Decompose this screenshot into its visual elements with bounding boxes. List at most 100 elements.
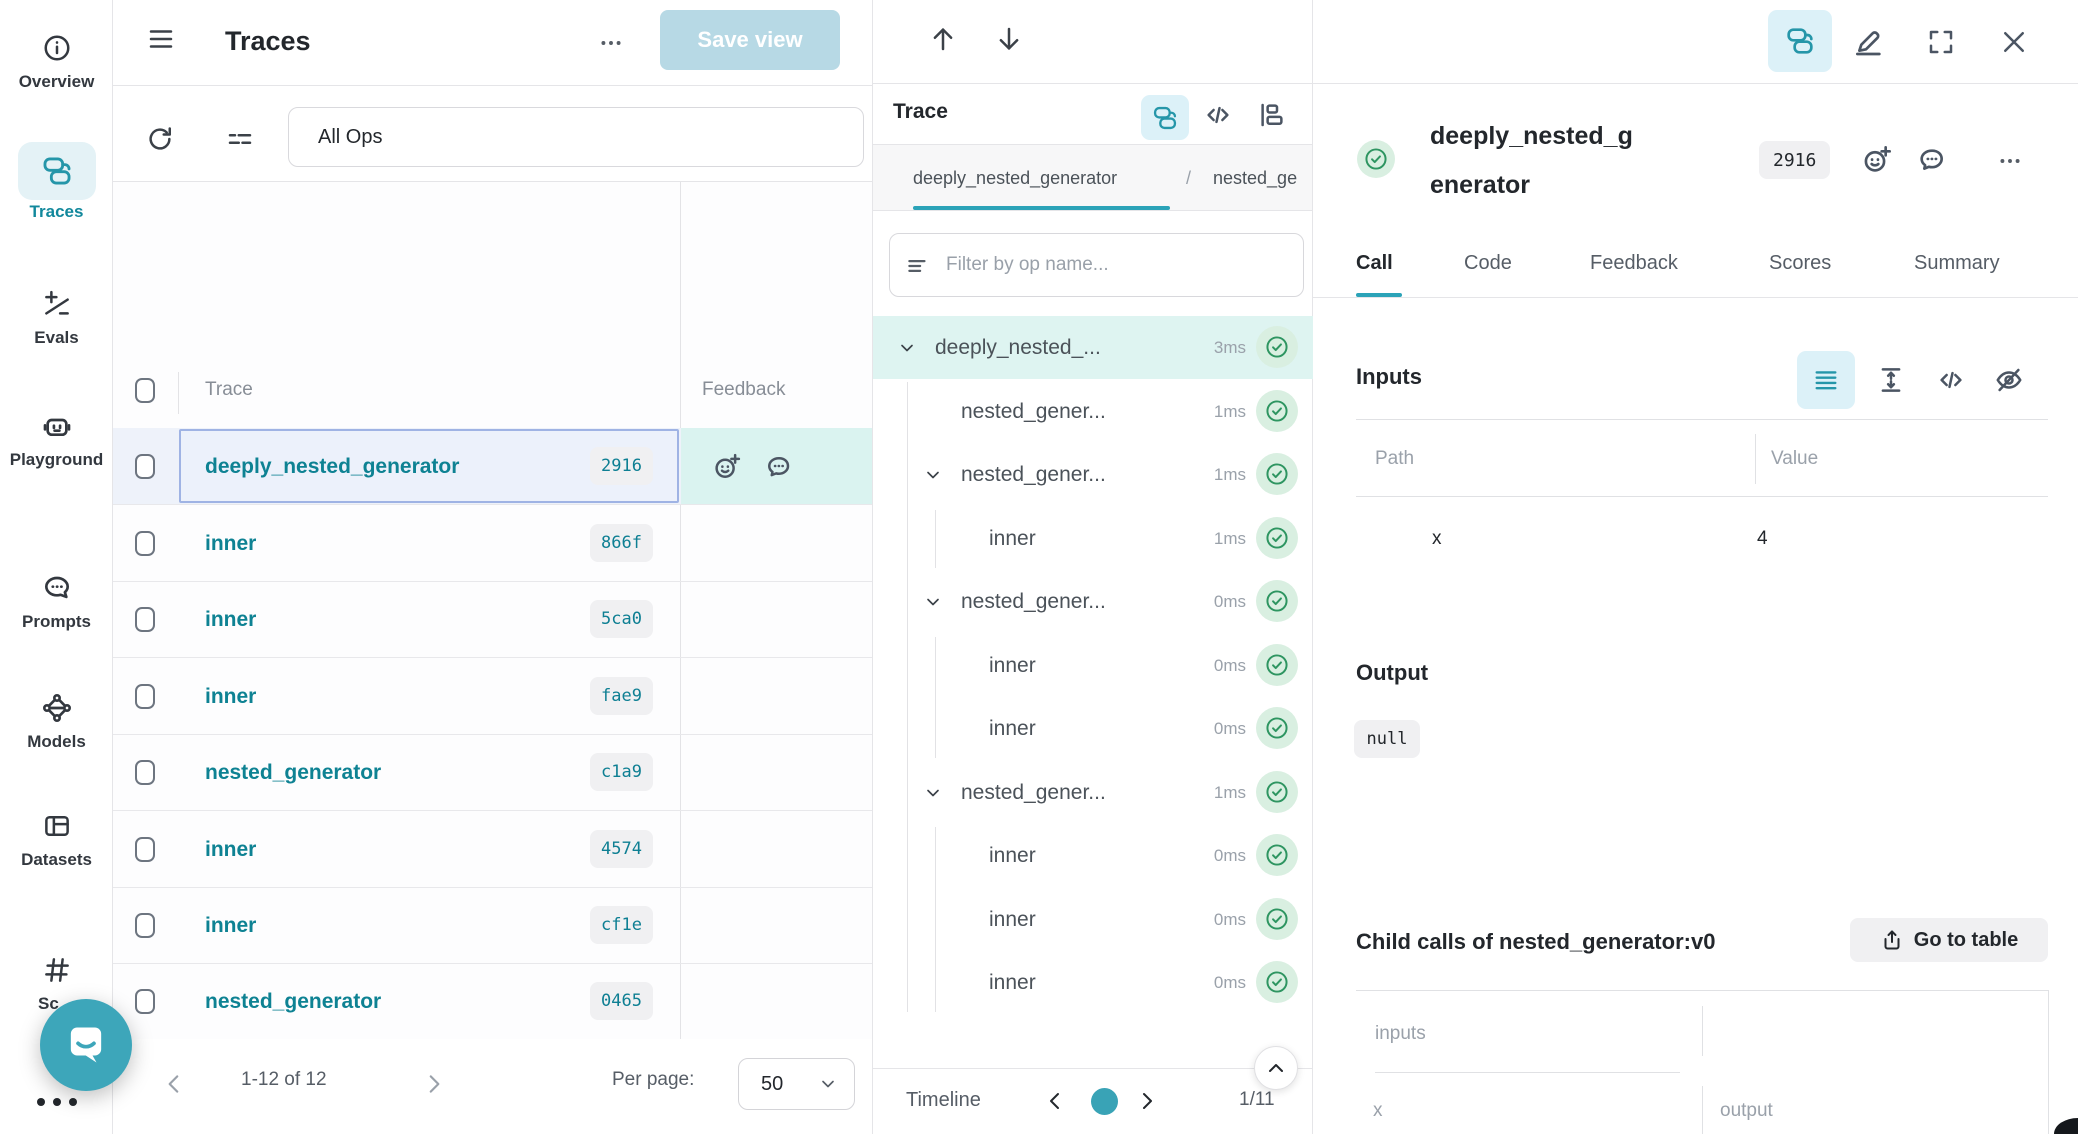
chat-widget-button[interactable] [40,999,132,1091]
table-row[interactable]: inner fae9 [113,658,872,735]
trace-link[interactable]: deeply_nested_generator [205,455,460,478]
tab-call[interactable]: Call [1356,252,1393,274]
tree-row[interactable]: inner 1ms [873,507,1313,570]
child-column-inputs: inputs [1375,1023,1426,1044]
add-comment-icon[interactable] [763,452,793,482]
save-view-button[interactable]: Save view [660,10,840,70]
tab-scores[interactable]: Scores [1769,252,1832,274]
row-checkbox[interactable] [135,837,155,862]
show-trace-tree-toggle[interactable] [1768,10,1832,72]
code-view-toggle[interactable] [1203,100,1233,130]
breadcrumb-tab-active[interactable]: deeply_nested_generator [913,168,1118,188]
chevron-down-icon[interactable] [923,465,943,485]
info-icon [0,26,113,70]
table-row[interactable]: deeply_nested_generator 2916 [113,428,872,505]
go-to-table-button[interactable]: Go to table [1850,918,2048,962]
sidebar-item-overview[interactable]: Overview [0,26,113,92]
table-row[interactable]: inner 866f [113,505,872,582]
hide-values-icon[interactable] [1994,365,2024,395]
scroll-to-top-button[interactable] [1254,1046,1298,1090]
op-name-filter-input[interactable] [889,233,1304,297]
sidebar-item-scorers[interactable]: Sc [0,948,113,1014]
trace-id-badge: 0465 [590,982,653,1020]
chevron-down-icon[interactable] [923,592,943,612]
chevron-down-icon[interactable] [897,338,917,358]
trace-link[interactable]: nested_generator [205,761,382,784]
tree-row[interactable]: inner 0ms [873,888,1313,951]
timeline-prev-icon[interactable] [1043,1089,1067,1113]
status-success-icon [1357,140,1395,178]
edit-icon[interactable] [1852,26,1884,58]
trace-link[interactable]: inner [205,838,257,861]
trace-link[interactable]: inner [205,532,257,555]
table-row[interactable]: inner 5ca0 [113,581,872,658]
row-checkbox[interactable] [135,531,155,556]
tree-row[interactable]: nested_gener... 1ms [873,380,1313,443]
list-view-toggle[interactable] [1797,351,1855,409]
refresh-icon[interactable] [145,124,175,154]
next-page-icon[interactable] [421,1071,447,1097]
tree-row[interactable]: nested_gener... 1ms [873,761,1313,824]
tab-code[interactable]: Code [1464,252,1512,274]
sidebar-item-playground[interactable]: Playground [0,404,113,470]
ops-filter-select[interactable]: All Ops [288,107,864,167]
sidebar-item-traces[interactable]: Traces [0,142,113,222]
hamburger-menu-icon[interactable] [146,24,176,54]
columns-settings-icon[interactable] [225,124,255,154]
tree-row[interactable]: nested_gener... 1ms [873,443,1313,506]
more-options-icon[interactable] [598,30,624,56]
table-row[interactable]: inner cf1e [113,887,872,964]
flame-graph-toggle[interactable] [1257,100,1287,130]
more-options-icon[interactable] [1997,148,2023,174]
prev-call-arrow-icon[interactable] [928,24,958,54]
sidebar-item-datasets[interactable]: Datasets [0,804,113,870]
sidebar-item-prompts[interactable]: Prompts [0,566,113,632]
tree-row[interactable]: inner 0ms [873,697,1313,760]
trace-link[interactable]: inner [205,914,257,937]
tree-row[interactable]: inner 0ms [873,824,1313,887]
sidebar-item-models[interactable]: Models [0,686,113,752]
add-reaction-icon[interactable] [1861,144,1893,176]
sidebar-item-evals[interactable]: Evals [0,282,113,348]
table-row[interactable]: inner 4574 [113,811,872,888]
row-checkbox[interactable] [135,684,155,709]
add-reaction-icon[interactable] [712,452,742,482]
table-row[interactable]: nested_generator 0465 [113,963,872,1040]
add-comment-icon[interactable] [1915,144,1947,176]
select-all-checkbox[interactable] [135,378,155,403]
prompts-icon [0,566,113,610]
sidebar-more-button[interactable] [0,1098,113,1106]
child-calls-heading: Child calls of nested_generator:v0 [1356,929,1716,954]
tree-row[interactable]: nested_gener... 0ms [873,570,1313,633]
timeline-page-dot[interactable] [1091,1088,1118,1115]
tree-row[interactable]: deeply_nested_... 3ms [873,316,1313,379]
next-call-arrow-icon[interactable] [994,24,1024,54]
breadcrumb-tab-next[interactable]: nested_ge [1213,168,1298,188]
chevron-down-icon[interactable] [923,783,943,803]
close-icon[interactable] [1999,27,2029,57]
row-checkbox[interactable] [135,760,155,785]
table-row[interactable]: nested_generator c1a9 [113,734,872,811]
row-checkbox[interactable] [135,454,155,479]
trace-link[interactable]: nested_generator [205,990,382,1013]
trace-link[interactable]: inner [205,608,257,631]
timeline-next-icon[interactable] [1135,1089,1159,1113]
tab-feedback[interactable]: Feedback [1590,252,1678,274]
trace-breadcrumb-tabs: deeply_nested_generator / nested_ge [873,145,1312,211]
tab-summary[interactable]: Summary [1914,252,2000,274]
trace-link[interactable]: inner [205,685,257,708]
prev-page-icon[interactable] [161,1071,187,1097]
per-page-select[interactable]: 50 [738,1058,855,1110]
row-checkbox[interactable] [135,913,155,938]
row-checkbox[interactable] [135,607,155,632]
fullscreen-icon[interactable] [1926,27,1956,57]
traces-list-panel: Traces Save view All Ops Trace Feedback … [113,0,872,1134]
tree-view-toggle[interactable] [1141,95,1189,140]
tree-row[interactable]: inner 0ms [873,951,1313,1014]
row-checkbox[interactable] [135,989,155,1014]
timeline-label: Timeline [906,1089,981,1111]
tree-row-label: nested_gener... [961,590,1106,613]
expand-rows-icon[interactable] [1876,365,1906,395]
code-view-icon[interactable] [1936,365,1966,395]
tree-row[interactable]: inner 0ms [873,634,1313,697]
